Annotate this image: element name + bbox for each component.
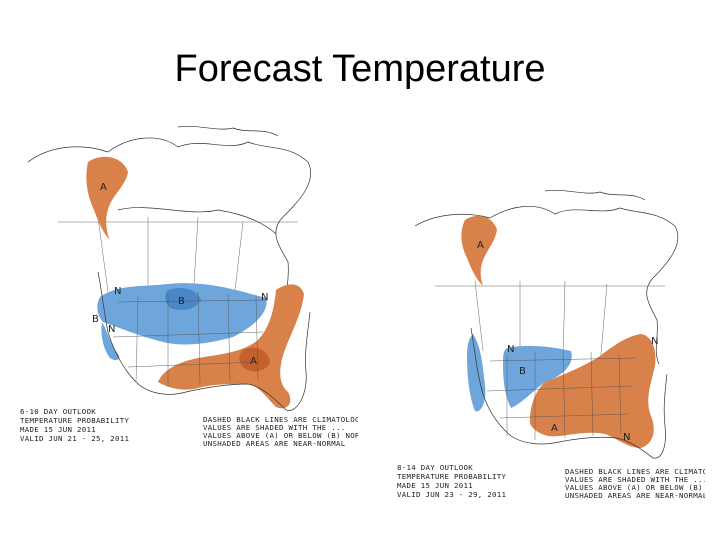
- outlook-product: TEMPERATURE PROBABILITY: [20, 416, 129, 425]
- label-normal-3: N: [623, 432, 630, 443]
- legend-line: VALUES ABOVE (A) OR BELOW (B) NORMAL: [203, 431, 358, 440]
- outlook-valid: VALID JUN 21 - 25, 2011: [20, 434, 129, 443]
- outlook-map-8-14-day: A B A N N N 8-14 DAY OUTLOOK TEMPERATURE…: [397, 189, 705, 500]
- state-boundaries: [470, 327, 668, 459]
- label-normal-3: N: [261, 292, 268, 303]
- label-normal: N: [114, 286, 121, 297]
- legend-line: VALUES ABOVE (A) OR BELOW (B) NORMAL: [565, 483, 705, 492]
- outlook-title: 6-10 DAY OUTLOOK: [20, 407, 96, 416]
- outlook-made: MADE 15 JUN 2011: [397, 481, 473, 490]
- above-normal-region-alaska: [461, 215, 497, 286]
- above-normal-region-east: [158, 284, 304, 409]
- legend-line: DASHED BLACK LINES ARE CLIMATOLOGY: [203, 415, 358, 424]
- label-below: B: [519, 366, 526, 377]
- legend-line: VALUES ARE SHADED WITH THE ...: [565, 475, 705, 484]
- coastline-north: [27, 125, 311, 311]
- outlook-made: MADE 15 JUN 2011: [20, 425, 96, 434]
- outlook-product: TEMPERATURE PROBABILITY: [397, 472, 506, 481]
- legend-line: VALUES ARE SHADED WITH THE ...: [203, 423, 346, 432]
- label-normal: N: [507, 344, 514, 355]
- below-normal-core: [165, 288, 201, 310]
- legend-line: UNSHADED AREAS ARE NEAR-NORMAL: [203, 439, 346, 448]
- below-normal-region-central: [97, 283, 267, 345]
- state-boundaries: [97, 271, 311, 411]
- outlook-title: 8-14 DAY OUTLOOK: [397, 463, 473, 472]
- label-normal-2: N: [108, 324, 115, 335]
- label-normal-2: N: [651, 336, 658, 347]
- label-above-2: A: [551, 423, 558, 434]
- outlook-valid: VALID JUN 23 - 29, 2011: [397, 490, 506, 499]
- slide-title: Forecast Temperature: [174, 48, 546, 90]
- label-above: A: [477, 240, 484, 251]
- above-normal-core: [239, 347, 270, 372]
- outlook-legend: DASHED BLACK LINES ARE CLIMATOLOGY VALUE…: [565, 467, 705, 500]
- legend-line: DASHED BLACK LINES ARE CLIMATOLOGY: [565, 467, 705, 476]
- outlook-legend: DASHED BLACK LINES ARE CLIMATOLOGY VALUE…: [203, 415, 358, 448]
- outlook-caption: 8-14 DAY OUTLOOK TEMPERATURE PROBABILITY…: [397, 463, 506, 499]
- below-normal-region-central: [503, 345, 572, 408]
- legend-line: UNSHADED AREAS ARE NEAR-NORMAL: [565, 491, 705, 500]
- outlook-caption: 6-10 DAY OUTLOOK TEMPERATURE PROBABILITY…: [20, 407, 129, 443]
- outlook-map-6-10-day: A B A N N B N 6-10 DAY OUTLOOK TEMPERATU…: [20, 125, 358, 448]
- label-above-2: A: [250, 356, 257, 367]
- coastline-north: [414, 189, 679, 367]
- label-above: A: [100, 182, 107, 193]
- below-normal-region-west: [467, 334, 486, 412]
- above-normal-region-alaska: [86, 156, 128, 240]
- above-normal-region-southeast: [529, 334, 656, 448]
- label-below: B: [178, 296, 185, 307]
- label-below-2: B: [92, 314, 99, 325]
